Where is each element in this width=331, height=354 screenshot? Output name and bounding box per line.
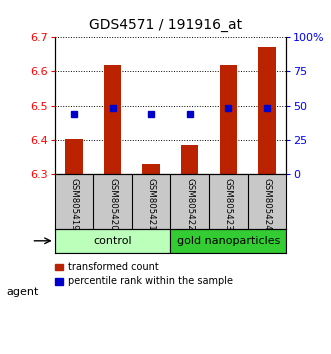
Text: GSM805419: GSM805419 [70, 178, 78, 231]
Text: GSM805420: GSM805420 [108, 178, 117, 231]
Text: control: control [93, 236, 132, 246]
Bar [220, 65, 237, 174]
Bar [55, 229, 170, 253]
Text: gold nanoparticles: gold nanoparticles [177, 236, 280, 246]
Bar [142, 164, 160, 174]
Text: agent: agent [7, 287, 39, 297]
Text: transformed count: transformed count [68, 262, 159, 272]
Text: GSM805422: GSM805422 [185, 178, 194, 231]
Bar [65, 139, 83, 174]
Text: GDS4571 / 191916_at: GDS4571 / 191916_at [89, 18, 242, 33]
Text: GSM805423: GSM805423 [224, 178, 233, 231]
Bar [258, 47, 276, 174]
Text: percentile rank within the sample: percentile rank within the sample [68, 276, 233, 286]
Bar [104, 65, 121, 174]
Bar [181, 145, 199, 174]
Text: GSM805424: GSM805424 [262, 178, 271, 231]
Bar [170, 229, 286, 253]
Text: GSM805421: GSM805421 [147, 178, 156, 231]
